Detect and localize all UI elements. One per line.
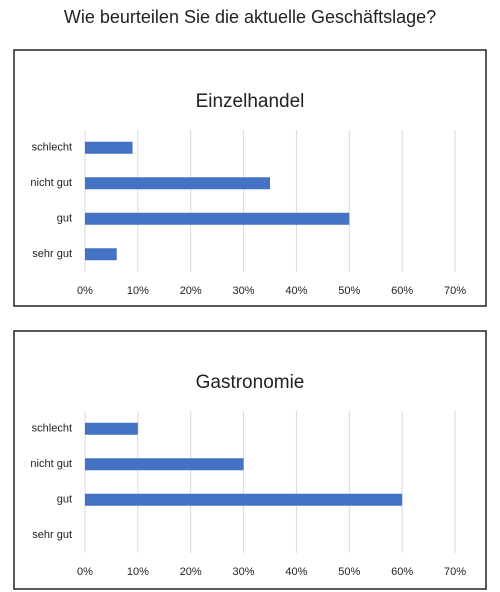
x-tick-label: 50% — [338, 285, 360, 297]
chart-title: Gastronomie — [196, 372, 305, 393]
x-tick-label: 10% — [127, 285, 149, 297]
bar — [85, 248, 117, 261]
x-tick-label: 40% — [285, 285, 307, 297]
bar — [85, 177, 270, 190]
bar — [85, 493, 403, 506]
y-tick-label: gut — [57, 213, 72, 225]
x-tick-label: 60% — [391, 566, 413, 578]
x-tick-label: 50% — [338, 566, 360, 578]
y-tick-label: nicht gut — [30, 177, 72, 189]
x-tick-label: 20% — [180, 566, 202, 578]
y-tick-label: schlecht — [32, 423, 72, 435]
x-tick-label: 30% — [233, 566, 255, 578]
y-tick-label: sehr gut — [32, 248, 72, 260]
x-tick-label: 0% — [77, 566, 93, 578]
x-tick-label: 10% — [127, 566, 149, 578]
y-tick-label: schlecht — [32, 142, 72, 154]
bar — [85, 422, 138, 435]
y-tick-label: nicht gut — [30, 458, 72, 470]
bar — [85, 458, 244, 471]
bar — [85, 212, 350, 225]
x-tick-label: 60% — [391, 285, 413, 297]
page-title: Wie beurteilen Sie die aktuelle Geschäft… — [64, 7, 436, 27]
x-tick-label: 30% — [233, 285, 255, 297]
chart-title: Einzelhandel — [196, 91, 305, 112]
y-tick-label: gut — [57, 494, 72, 506]
y-tick-label: sehr gut — [32, 529, 72, 541]
x-tick-label: 40% — [285, 566, 307, 578]
bar — [85, 141, 133, 154]
x-tick-label: 20% — [180, 285, 202, 297]
x-tick-label: 0% — [77, 285, 93, 297]
x-tick-label: 70% — [444, 285, 466, 297]
x-tick-label: 70% — [444, 566, 466, 578]
